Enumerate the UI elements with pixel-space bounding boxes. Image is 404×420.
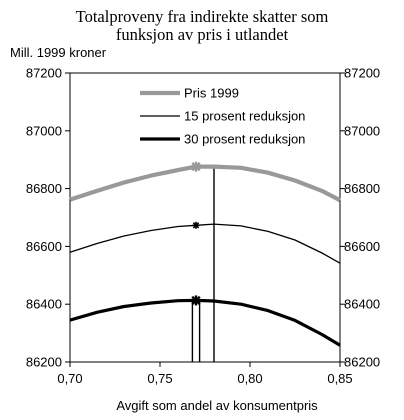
legend-label: Pris 1999 [184, 86, 239, 101]
y-tick-label-right: 86400 [344, 297, 380, 312]
x-tick-label: 0,70 [57, 371, 82, 386]
reference-lines [191, 166, 215, 362]
series-line-2 [69, 223, 341, 264]
x-axis-title: Avgift som andel av konsumentpris [116, 398, 318, 413]
y-tick-label-right: 86800 [344, 181, 380, 196]
y-tick-label-right: 87200 [344, 66, 380, 81]
y-tick-label-right: 87000 [344, 123, 380, 138]
marker-stroke [191, 295, 201, 306]
marker-stroke [191, 162, 201, 172]
series-line-3 [69, 298, 341, 347]
axes-layer: 86200 86200 86400 86400 86600 86600 86800 86800… [26, 66, 380, 387]
x-tick-label: 0,75 [147, 371, 172, 386]
series-marker [191, 295, 201, 306]
y-tick-label-left: 86200 [26, 355, 62, 370]
legend: Pris 1999 15 prosent reduksjon 30 prosent … [140, 86, 305, 147]
series-marker [192, 221, 200, 229]
plot-frame [69, 72, 341, 363]
legend-label: 30 prosent reduksjon [184, 132, 305, 147]
legend-label: 15 prosent reduksjon [184, 109, 305, 124]
x-tick-label: 0,85 [327, 371, 352, 386]
marker-stroke [192, 222, 200, 229]
series-marker [191, 161, 201, 172]
y-tick-label-left: 86600 [26, 239, 62, 254]
series-layer [69, 161, 341, 347]
y-tick-label-right: 86200 [344, 355, 380, 370]
series-line-1 [69, 164, 341, 203]
chart-title-line-1: Totalproveny fra indirekte skatter som [76, 7, 329, 26]
y-tick-label-left: 86400 [26, 297, 62, 312]
y-tick-label-right: 86600 [344, 239, 380, 254]
chart-title-line-2: funksjon av pris i utlandet [116, 25, 289, 44]
y-tick-label-left: 87200 [26, 66, 62, 81]
y-tick-label-left: 86800 [26, 181, 62, 196]
unit-label: Mill. 1999 kroner [10, 45, 107, 60]
x-tick-label: 0,80 [237, 371, 262, 386]
y-tick-label-left: 87000 [26, 123, 62, 138]
